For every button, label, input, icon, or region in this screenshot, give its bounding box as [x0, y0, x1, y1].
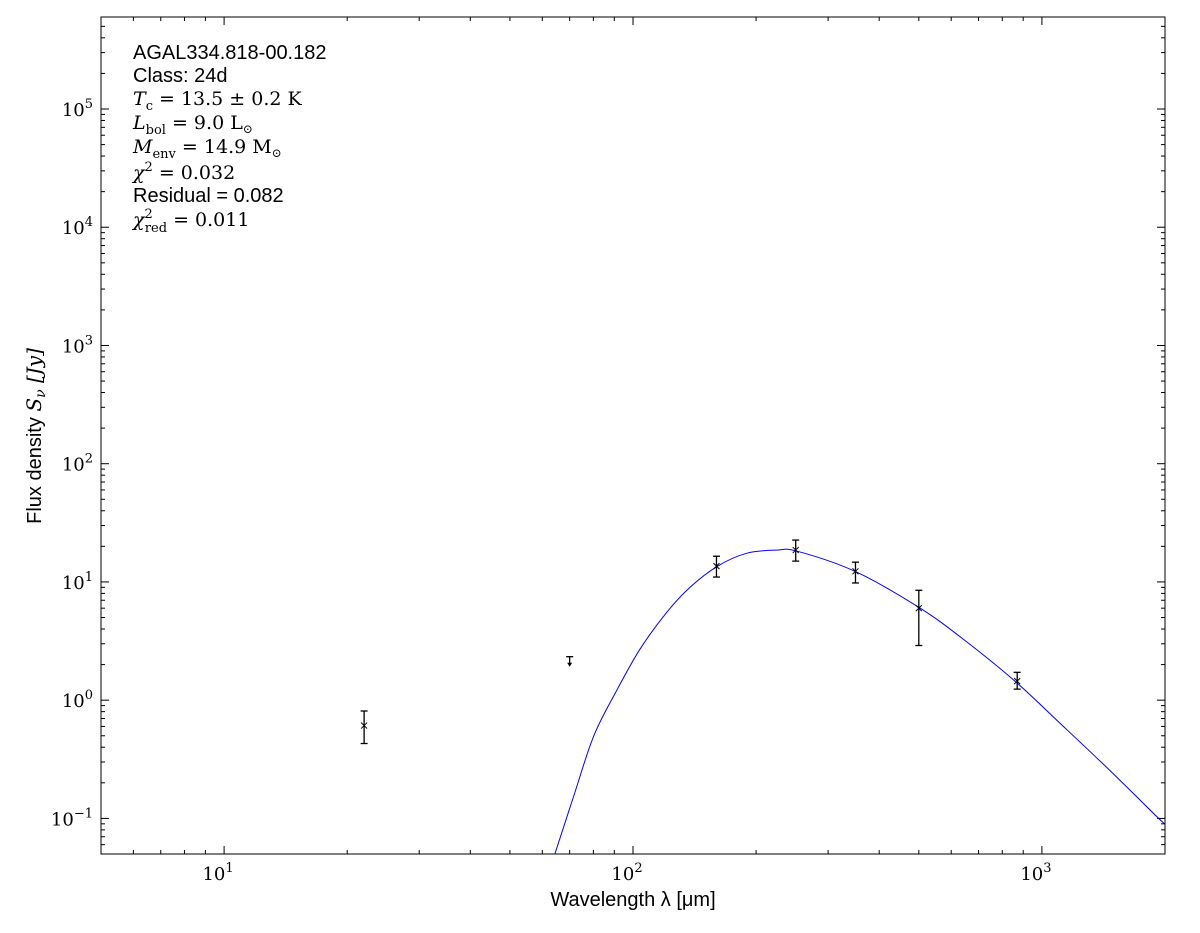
annotation-line: Class: 24d	[133, 65, 228, 87]
annotation-line: Menv = 14.9 M⊙	[132, 136, 282, 162]
x-marker	[1013, 677, 1021, 685]
data-point	[360, 710, 368, 745]
y-tick-label: 102	[62, 452, 93, 476]
y-tick-label: 10−1	[51, 806, 93, 830]
plot-area	[101, 17, 1165, 854]
data-point	[1013, 671, 1021, 690]
x-tick-label: 101	[202, 861, 233, 885]
annotation-line: AGAL334.818-00.182	[133, 42, 327, 64]
data-points-group	[360, 539, 1021, 745]
y-tick-label: 101	[62, 570, 93, 594]
model-curve	[554, 548, 1165, 854]
data-point	[851, 561, 859, 584]
data-point	[792, 539, 800, 562]
annotation-line: Tc = 13.5 ± 0.2 K	[133, 88, 303, 114]
upper-limit-point	[566, 656, 574, 667]
y-tick-labels: 10−1 100 101 102 103 104 105	[51, 97, 93, 830]
y-tick-label: 100	[62, 688, 93, 712]
down-arrow-icon	[567, 662, 573, 667]
y-tick-label: 103	[62, 333, 93, 357]
x-tick-label: 102	[611, 861, 642, 885]
x-marker	[852, 567, 859, 575]
x-marker	[713, 562, 720, 570]
y-axis-label: Flux density Sν [Jy]	[22, 348, 49, 524]
model-curve-group	[554, 548, 1165, 854]
annotation-line: Residual = 0.082	[133, 185, 284, 207]
x-marker	[792, 546, 800, 554]
x-axis-label: Wavelength λ [μm]	[550, 889, 715, 911]
data-point	[915, 589, 923, 647]
x-tick-label: 103	[1020, 861, 1051, 885]
plot-frame	[100, 16, 1166, 855]
x-marker	[360, 722, 368, 729]
y-tick-label: 105	[62, 97, 93, 121]
data-point	[712, 555, 720, 578]
axis-ticks	[100, 16, 1166, 855]
annotation-line: χ2 red = 0.011	[131, 207, 249, 236]
annotation-line: Lbol = 9.0 L⊙	[132, 112, 253, 138]
annotation-line: χ2 = 0.032	[131, 160, 235, 184]
x-marker	[915, 604, 923, 612]
x-tick-labels: 101 102 103	[202, 861, 1051, 885]
y-tick-label: 104	[62, 215, 93, 239]
